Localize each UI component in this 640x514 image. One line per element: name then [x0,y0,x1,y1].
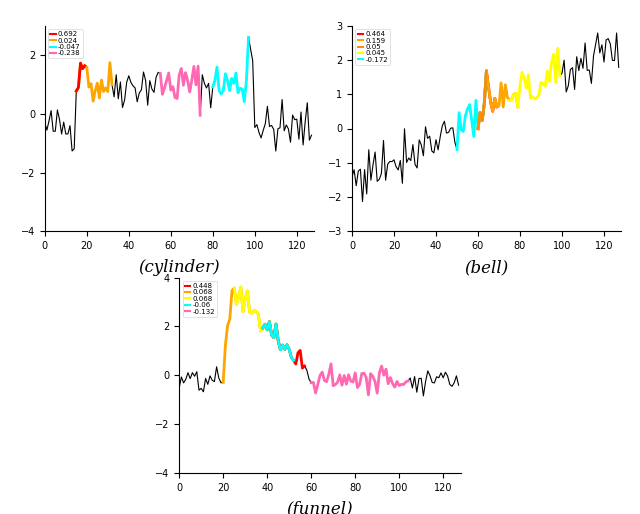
X-axis label: (funnel): (funnel) [287,501,353,514]
Legend: 0.448, 0.068, 0.068, -0.06, -0.132: 0.448, 0.068, 0.068, -0.06, -0.132 [182,281,217,317]
Legend: 0.464, 0.159, 0.05, 0.045, -0.172: 0.464, 0.159, 0.05, 0.045, -0.172 [355,29,390,65]
X-axis label: (cylinder): (cylinder) [138,260,220,277]
X-axis label: (bell): (bell) [464,260,509,277]
Legend: 0.692, 0.024, -0.047, -0.238: 0.692, 0.024, -0.047, -0.238 [48,29,83,59]
